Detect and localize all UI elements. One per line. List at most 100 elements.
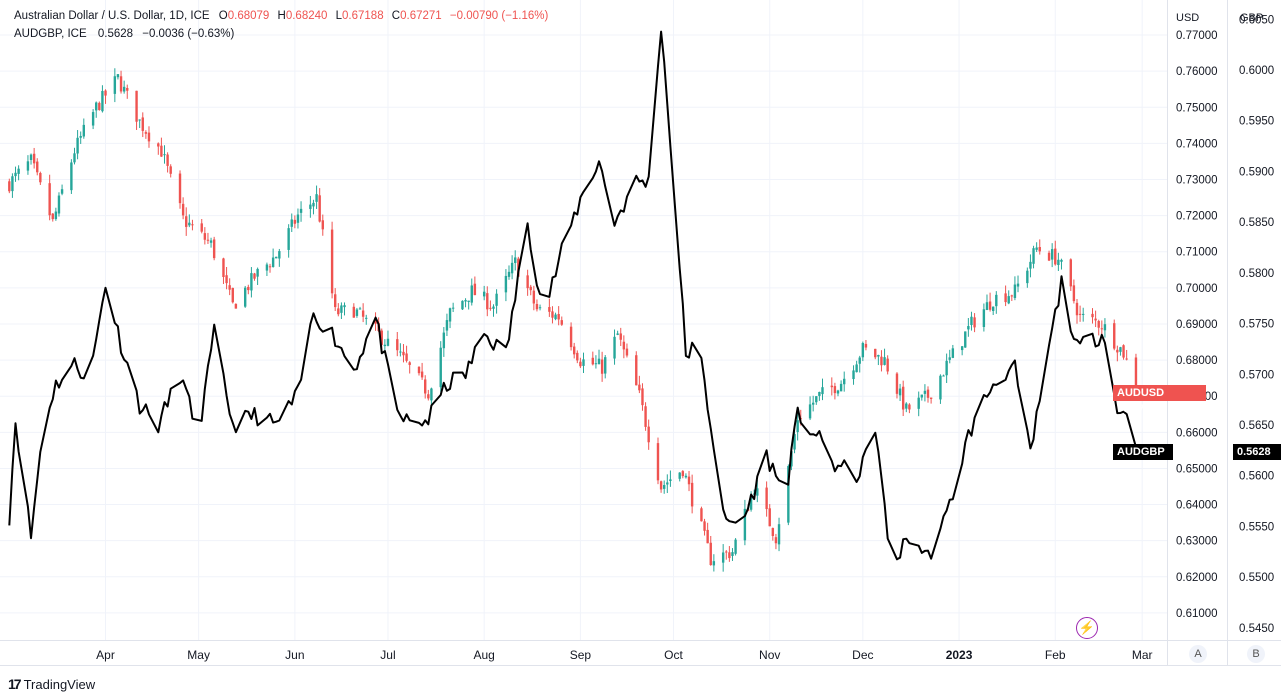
main-series-legend: Australian Dollar / U.S. Dollar, 1D, ICE… [14, 10, 560, 22]
candle-body [104, 90, 107, 96]
candle-body [796, 420, 799, 433]
candle-body [14, 172, 17, 177]
candle-body [178, 173, 182, 204]
candle-body [985, 302, 989, 310]
main-symbol-title[interactable]: Australian Dollar / U.S. Dollar, 1D, ICE [14, 10, 210, 22]
candle-body [1007, 296, 1010, 304]
candle-body [225, 275, 228, 284]
candle-body [666, 482, 669, 485]
candle-body [54, 211, 58, 220]
candle-body [877, 354, 880, 357]
usd-tick-label: 0.64000 [1176, 500, 1218, 512]
candle-body [424, 379, 427, 394]
candle-body [1113, 323, 1116, 349]
candle-body [669, 479, 672, 482]
candle-body [352, 306, 356, 318]
candle-body [684, 475, 688, 478]
candle-body [1004, 293, 1007, 303]
candle-body [32, 153, 36, 164]
candle-body [386, 338, 390, 346]
candle-body [209, 240, 213, 243]
lightning-icon[interactable]: ⚡ [1076, 617, 1098, 639]
candle-body [656, 443, 660, 481]
candle-body [855, 364, 858, 373]
candle-body [923, 390, 927, 394]
candle-body [138, 119, 141, 121]
candle-body [771, 528, 775, 536]
audusd-badge-value: 0.67271 [1123, 403, 1163, 415]
candle-body [535, 303, 539, 310]
candle-body [861, 342, 865, 358]
candle-body [973, 317, 976, 328]
open-value: 0.68079 [227, 10, 270, 22]
candle-body [380, 330, 383, 345]
candle-body [858, 357, 861, 364]
candle-body [532, 290, 536, 304]
candle-body [901, 386, 905, 410]
candle-body [703, 521, 706, 531]
candle-body [625, 348, 629, 356]
ohlc-readout: O0.68079 H0.68240 L0.67188 C0.67271 −0.0… [219, 10, 555, 22]
candle-body [321, 220, 324, 230]
gbp-tick-label: 0.5900 [1239, 166, 1274, 178]
candle-body [728, 552, 731, 559]
candle-body [98, 102, 101, 111]
usd-tick-label: 0.73000 [1176, 175, 1218, 187]
candle-body [492, 306, 495, 309]
audgbp-line [8, 30, 1137, 561]
candle-body [312, 202, 315, 207]
candle-body [787, 466, 790, 523]
candle-body [982, 309, 986, 327]
candle-body [756, 488, 759, 496]
candle-body [939, 375, 942, 400]
candle-body [852, 370, 855, 380]
candle-body [402, 351, 405, 356]
tradingview-logo[interactable]: 17 TradingView [8, 676, 95, 692]
candle-body [318, 195, 321, 222]
candle-body [883, 357, 886, 365]
scale-b-button[interactable]: B [1247, 645, 1265, 663]
candle-body [1054, 248, 1057, 265]
candle-body [604, 357, 607, 374]
gbp-tick-label: 0.5650 [1239, 420, 1274, 432]
candle-body [57, 195, 61, 214]
candle-body [113, 76, 117, 94]
close-label: C [391, 10, 401, 22]
candle-body [721, 552, 725, 563]
candle-body [917, 397, 920, 409]
candle-body [659, 481, 663, 490]
close-value: 0.67271 [400, 10, 442, 22]
candle-body [234, 303, 238, 309]
candle-body [1047, 252, 1051, 261]
compare-series-legend: AUDGBP, ICE 0.5628 −0.0036 (−0.63%) [14, 28, 240, 40]
candle-body [144, 132, 148, 134]
candle-body [951, 348, 955, 358]
candle-body [222, 258, 225, 278]
candle-body [1081, 313, 1085, 315]
usd-tick-label: 0.76000 [1176, 66, 1218, 78]
candle-body [212, 239, 216, 259]
candle-body [309, 204, 312, 209]
candle-body [95, 102, 98, 111]
candle-body [945, 360, 948, 376]
compare-symbol-title[interactable]: AUDGBP, ICE [14, 28, 87, 40]
candle-body [445, 320, 449, 331]
candle-body [1038, 247, 1041, 252]
compare-value: 0.5628 [97, 28, 134, 40]
scale-a-button[interactable]: A [1189, 645, 1207, 663]
candle-body [1116, 349, 1119, 353]
usd-tick-label: 0.61000 [1176, 608, 1218, 620]
candle-body [991, 306, 995, 311]
candle-body [11, 176, 14, 192]
candle-body [926, 389, 930, 398]
candle-body [36, 161, 39, 173]
candle-body [157, 143, 160, 147]
high-label: H [277, 10, 286, 22]
candle-body [681, 471, 685, 477]
time-tick-label: May [187, 648, 210, 662]
candle-body [17, 168, 20, 174]
candle-body [1100, 328, 1104, 330]
candle-body [706, 529, 709, 544]
gbp-tick-label: 0.5450 [1239, 623, 1274, 635]
